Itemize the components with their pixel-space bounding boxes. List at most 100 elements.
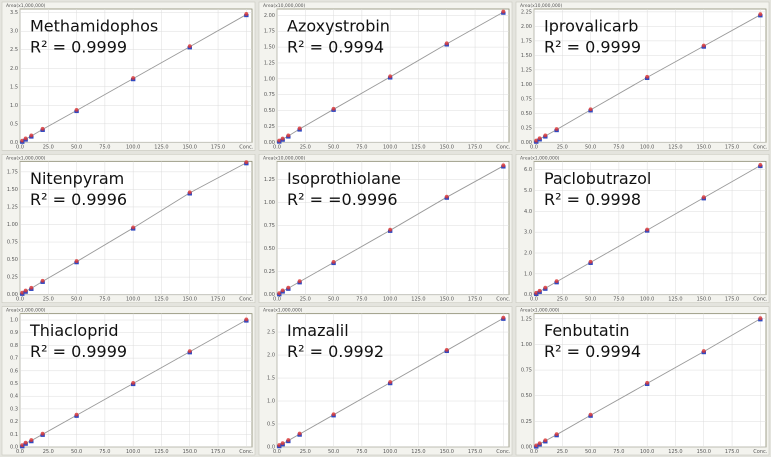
data-point [758, 163, 763, 169]
point-marker [277, 138, 282, 143]
data-point [40, 126, 45, 132]
y-tick-label: 6.0 [524, 167, 532, 173]
data-point [29, 438, 34, 444]
point-marker [534, 138, 539, 143]
x-tick-label: 50.0 [71, 144, 82, 150]
y-axis-title: Area(x1,000,000) [6, 155, 46, 161]
y-tick-label: 0.5 [10, 381, 18, 387]
y-tick-label: 1.0 [524, 271, 532, 277]
point-marker [444, 347, 449, 352]
point-marker [534, 443, 539, 448]
data-point [23, 136, 28, 142]
r-squared: R² = 0.9999 [30, 342, 127, 361]
data-point [187, 349, 192, 355]
point-marker [758, 163, 763, 167]
x-tick-label: 175.0 [468, 449, 482, 455]
data-point [758, 12, 763, 18]
data-point [297, 279, 302, 285]
x-tick-label: 0.0 [273, 144, 281, 150]
point-marker [501, 163, 506, 168]
point-marker [20, 443, 25, 448]
data-point [187, 44, 192, 50]
y-tick-label: 2.0 [10, 66, 18, 72]
x-tick-label: 125.0 [668, 449, 682, 455]
compound-name: Isoprothiolane [287, 169, 401, 188]
y-tick-label: 2.5 [10, 47, 18, 53]
x-tick-label: 0.0 [16, 144, 24, 150]
data-point [277, 443, 282, 449]
point-marker [23, 288, 28, 293]
y-tick-label: 0.25 [521, 419, 532, 425]
y-tick-label: 2.00 [521, 24, 532, 30]
data-point [543, 133, 548, 139]
y-axis-title: Area(x1,000,000) [263, 308, 303, 314]
y-tick-label: 2.25 [521, 9, 532, 15]
x-tick-label: 50.0 [328, 144, 339, 150]
point-marker [131, 225, 136, 230]
x-tick-label: 50.0 [328, 297, 339, 303]
x-tick-label: 150.0 [440, 449, 454, 455]
x-tick-label: 150.0 [440, 144, 454, 150]
point-marker [280, 136, 285, 141]
x-tick-label: 0.0 [530, 449, 538, 455]
y-tick-label: 1.00 [264, 76, 275, 82]
y-tick-label: 3.0 [10, 29, 18, 35]
point-marker [280, 441, 285, 446]
y-axis-title: Area(x10,000,000) [520, 3, 563, 9]
x-tick-label: 75.0 [356, 297, 367, 303]
data-point [534, 138, 539, 144]
x-tick-label: Conc. [496, 297, 510, 303]
x-tick-label: 25.0 [557, 449, 568, 455]
y-tick-label: 1.75 [264, 29, 275, 35]
y-tick-label: 1.75 [521, 38, 532, 44]
y-tick-label: 0.75 [7, 240, 18, 246]
chart-panel: Area(x10,000,000) 0.0 25.0 50.0 75.0 100.0 125… [258, 154, 513, 303]
point-marker [554, 432, 559, 436]
x-tick-label: 175.0 [211, 297, 225, 303]
data-point [23, 288, 28, 294]
y-axis-title: Area(x1,000,000) [520, 155, 560, 161]
y-tick-label: 0.4 [10, 394, 18, 400]
x-tick-label: 25.0 [43, 449, 54, 455]
compound-name: Fenbutatin [544, 321, 630, 340]
point-marker [297, 279, 302, 284]
data-point [534, 290, 539, 297]
x-tick-label: Conc. [239, 144, 253, 150]
y-tick-label: 0.1 [10, 432, 18, 438]
x-tick-label: Conc. [496, 144, 510, 150]
x-tick-label: 25.0 [43, 297, 54, 303]
data-point [331, 106, 336, 112]
data-point [644, 74, 650, 81]
point-marker [131, 381, 136, 385]
x-tick-label: 125.0 [154, 144, 168, 150]
point-marker [74, 412, 79, 417]
point-marker [74, 107, 79, 112]
point-marker [187, 190, 192, 195]
y-tick-label: 0.00 [521, 445, 532, 451]
y-tick-label: 1.0 [10, 318, 18, 324]
y-tick-label: 2.00 [264, 13, 275, 19]
data-point [701, 195, 706, 201]
x-tick-label: 0.0 [530, 144, 538, 150]
data-point [286, 133, 291, 139]
data-point [130, 76, 136, 82]
data-point [297, 431, 302, 437]
point-marker [297, 431, 302, 436]
x-tick-label: 175.0 [211, 449, 225, 455]
data-point [244, 160, 249, 166]
point-marker [244, 317, 249, 322]
y-tick-label: 1.50 [264, 45, 275, 51]
point-marker [29, 133, 34, 138]
data-point [74, 107, 79, 114]
point-marker [444, 194, 449, 199]
x-tick-label: Conc. [239, 449, 253, 455]
y-tick-label: 0.50 [521, 111, 532, 117]
plot-area [533, 313, 767, 448]
compound-name: Imazalil [287, 321, 349, 340]
y-tick-label: 0.25 [521, 125, 532, 131]
point-marker [388, 227, 393, 232]
x-tick-label: 150.0 [183, 144, 197, 150]
x-tick-label: 150.0 [440, 297, 454, 303]
x-tick-label: 125.0 [668, 144, 682, 150]
